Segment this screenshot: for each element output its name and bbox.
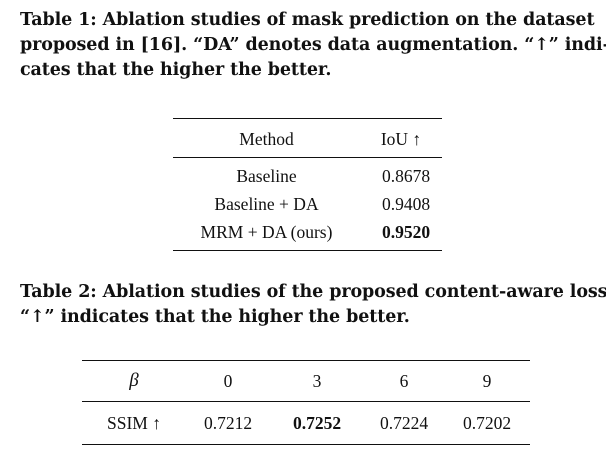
table-row: SSIM ↑ 0.7212 0.7252 0.7224 0.7202 bbox=[82, 401, 530, 445]
table1-method-cell: MRM + DA (ours) bbox=[173, 218, 360, 251]
table1-caption-line-1: Table 1: Ablation studies of mask predic… bbox=[20, 10, 595, 30]
table-row: Baseline 0.8678 bbox=[173, 158, 442, 191]
table2-row-label: SSIM ↑ bbox=[82, 401, 186, 445]
table2-caption-line-1: Table 2: Ablation studies of the propose… bbox=[20, 282, 606, 302]
table2-caption-line-2: “↑” indicates that the higher the better… bbox=[20, 307, 410, 327]
table2-header-value: 6 bbox=[364, 360, 444, 402]
table1-header-row: Method IoU ↑ bbox=[173, 118, 442, 158]
table2-header-value: 3 bbox=[270, 360, 364, 402]
table1: Method IoU ↑ Baseline 0.8678 Baseline + … bbox=[173, 118, 442, 251]
table1-method-cell: Baseline + DA bbox=[214, 193, 319, 214]
table1-header-method: Method bbox=[173, 118, 360, 158]
table2: β 0 3 6 9 SSIM ↑ 0.7212 0.7252 0.7224 0.… bbox=[82, 360, 530, 445]
table1-iou-cell-best: 0.9520 bbox=[360, 218, 442, 251]
table2-header-value: 9 bbox=[444, 360, 530, 402]
table2-ssim-cell: 0.7224 bbox=[364, 401, 444, 445]
table1-iou-cell: 0.9408 bbox=[382, 193, 431, 214]
table1-header-iou: IoU ↑ bbox=[360, 118, 442, 158]
table1-iou-cell: 0.8678 bbox=[382, 165, 431, 186]
table2-ssim-cell: 0.7212 bbox=[186, 401, 270, 445]
table-row: MRM + DA (ours) 0.9520 bbox=[173, 218, 442, 251]
table1-caption-line-3: cates that the higher the better. bbox=[20, 60, 332, 80]
table2-header-value: 0 bbox=[186, 360, 270, 402]
table2-caption: Table 2: Ablation studies of the propose… bbox=[20, 280, 606, 330]
table1-method-cell: Baseline bbox=[236, 165, 297, 186]
table2-header-beta: β bbox=[82, 360, 186, 402]
table1-caption-line-2: proposed in [16]. “DA” denotes data augm… bbox=[20, 35, 606, 55]
table-row: Baseline + DA 0.9408 bbox=[173, 190, 442, 218]
table1-caption: Table 1: Ablation studies of mask predic… bbox=[20, 8, 606, 83]
table2-header-row: β 0 3 6 9 bbox=[82, 360, 530, 402]
table2-ssim-cell-best: 0.7252 bbox=[270, 401, 364, 445]
table2-ssim-cell: 0.7202 bbox=[444, 401, 530, 445]
